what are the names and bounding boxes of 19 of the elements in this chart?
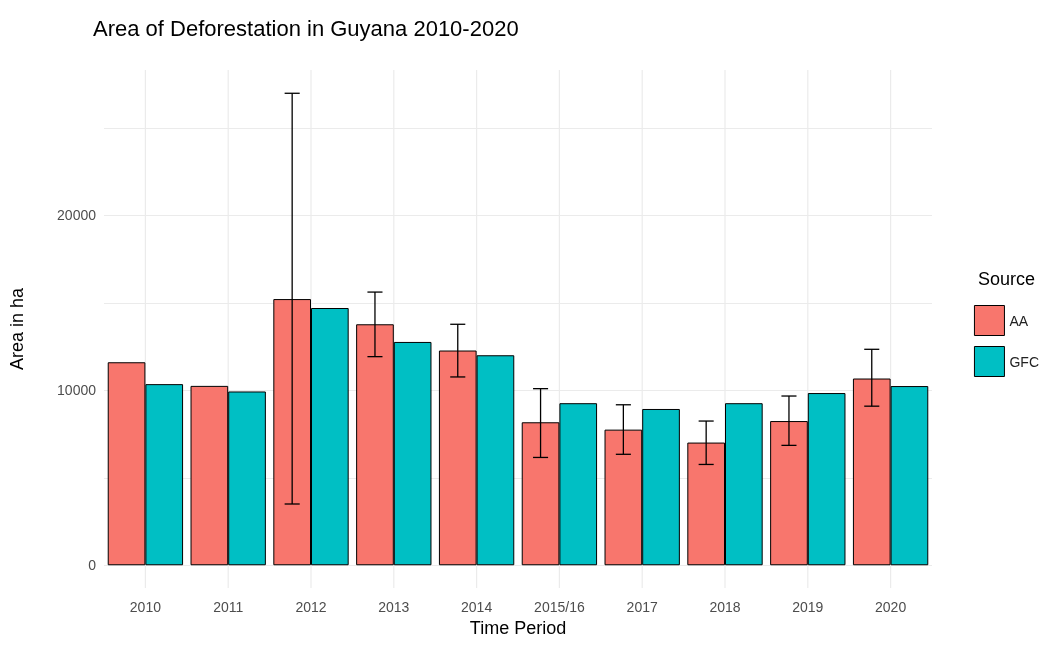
y-tick-label: 0 — [88, 557, 97, 574]
legend-label: AA — [1009, 312, 1029, 329]
x-tick-label: 2010 — [129, 599, 162, 615]
y-tick-label: 20000 — [57, 207, 97, 224]
legend-label: GFC — [1009, 353, 1040, 370]
x-tick-label: 2012 — [295, 599, 327, 615]
chart-title: Area of Deforestation in Guyana 2010-2020 — [93, 15, 519, 41]
x-tick-label: 2011 — [213, 599, 244, 615]
x-tick-label: 2014 — [461, 599, 493, 615]
legend-title: Source — [977, 269, 1036, 289]
x-axis-title: Time Period — [469, 617, 567, 638]
y-tick-label: 10000 — [57, 382, 97, 399]
x-tick-label: 2018 — [709, 599, 741, 615]
x-tick-label: 2015/16 — [534, 599, 585, 615]
y-axis-title: Area in ha — [7, 286, 27, 371]
x-tick-label: 2019 — [792, 599, 824, 615]
x-tick-label: 2013 — [378, 599, 410, 615]
x-tick-label: 2017 — [626, 599, 658, 615]
x-tick-label: 2020 — [875, 599, 907, 615]
